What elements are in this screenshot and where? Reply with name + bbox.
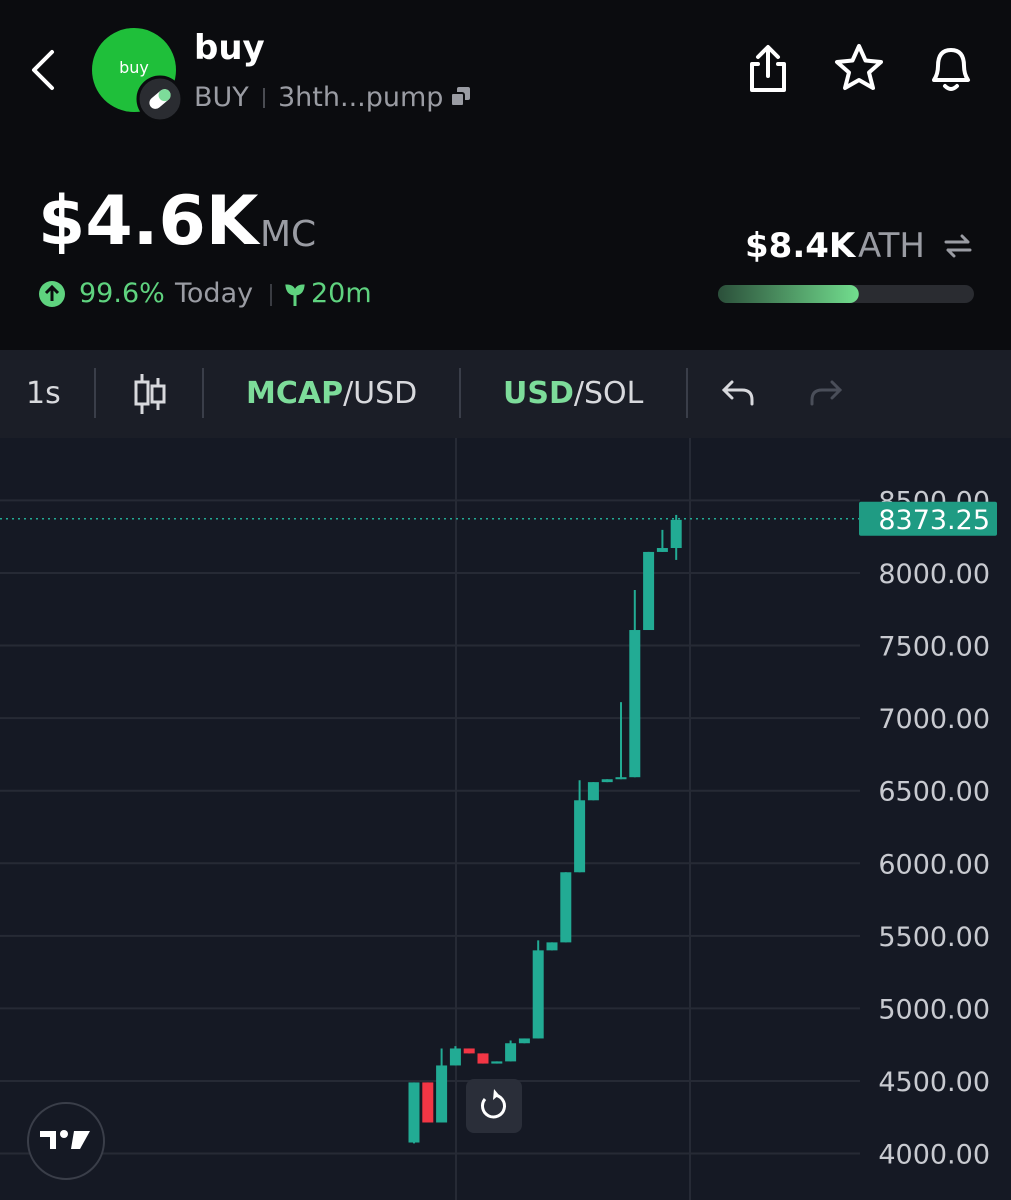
candle-body: [505, 1043, 517, 1062]
candle-body: [491, 1061, 503, 1064]
candle-body: [656, 548, 668, 552]
divider: [459, 368, 461, 418]
pump-badge: [136, 75, 184, 123]
candle-body: [670, 519, 682, 549]
candle-body: [408, 1082, 420, 1143]
market-cap-unit: MC: [260, 214, 317, 255]
ath-progress: [718, 285, 974, 303]
avatar-label: buy: [119, 58, 149, 77]
toggle-active: MCAP: [246, 376, 344, 411]
mcap-toggle[interactable]: MCAP/USD: [246, 376, 417, 411]
y-tick-label: 4000.00: [878, 1140, 990, 1171]
divider: [270, 284, 272, 306]
candle-body: [518, 1038, 530, 1044]
token-symbol: BUY: [194, 82, 249, 113]
chart-type-button[interactable]: [132, 370, 168, 418]
candle-body: [601, 779, 613, 783]
token-title: buy: [194, 28, 265, 68]
candle-body: [629, 630, 641, 778]
reset-button[interactable]: [466, 1079, 522, 1133]
y-tick-label: 5000.00: [878, 994, 990, 1025]
last-price-label: 8373.25: [878, 505, 990, 536]
divider: [263, 88, 265, 108]
divider: [202, 368, 204, 418]
chart-background: [0, 438, 1011, 1200]
candle-body: [449, 1048, 461, 1066]
ath-label: ATH: [858, 226, 925, 266]
share-button[interactable]: [744, 42, 792, 94]
candle-body: [463, 1048, 475, 1054]
reset-icon: [481, 1089, 506, 1119]
candle-body: [436, 1065, 448, 1123]
copy-icon[interactable]: [448, 84, 474, 110]
undo-button[interactable]: [720, 376, 756, 410]
change-percent: 99.6%: [79, 278, 165, 309]
toggle-active: USD: [503, 376, 574, 411]
last-price-tag: [859, 501, 997, 536]
favorite-button[interactable]: [832, 42, 886, 94]
swap-icon[interactable]: [942, 230, 974, 262]
redo-button[interactable]: [808, 376, 844, 410]
price-chart: 4000.00 4500.00 5000.00 5500.00 6000.00 6500.…: [0, 438, 1011, 1200]
token-age: 20m: [311, 278, 372, 309]
candle-body: [574, 800, 586, 873]
currency-toggle[interactable]: USD/SOL: [503, 376, 643, 411]
y-tick-label: 7500.00: [878, 632, 990, 663]
alert-button[interactable]: [926, 42, 976, 94]
tradingview-logo[interactable]: [26, 1101, 106, 1181]
toggle-inactive: /USD: [343, 376, 418, 411]
back-button[interactable]: [28, 48, 60, 92]
progress-fill: [718, 285, 859, 303]
market-cap: $4.6K: [38, 182, 259, 261]
candle-body: [477, 1053, 489, 1064]
candle-body: [560, 872, 572, 943]
candle-body: [532, 950, 544, 1039]
y-tick-label: 5500.00: [878, 922, 990, 953]
candle-body: [643, 551, 655, 631]
divider: [94, 368, 96, 418]
y-tick-label: 8000.00: [878, 559, 990, 590]
candle-body: [587, 782, 599, 801]
y-tick-label: 6000.00: [878, 849, 990, 880]
token-address[interactable]: 3hth...pump: [278, 82, 444, 113]
candle-body: [546, 942, 558, 951]
y-tick-label: 4500.00: [878, 1067, 990, 1098]
change-period: Today: [175, 278, 254, 309]
y-tick-label: 7000.00: [878, 704, 990, 735]
ath-value: $8.4K: [745, 226, 856, 266]
interval-button[interactable]: 1s: [26, 376, 61, 411]
toggle-inactive: /SOL: [573, 376, 644, 411]
y-tick-label: 6500.00: [878, 777, 990, 808]
age-icon: [285, 284, 305, 306]
chart-toolbar: 1s MCAP/USD USD/SOL: [0, 350, 1011, 439]
divider: [686, 368, 688, 418]
candle-body: [422, 1082, 434, 1123]
candle-body: [615, 777, 627, 780]
change-up-icon: [39, 281, 65, 307]
